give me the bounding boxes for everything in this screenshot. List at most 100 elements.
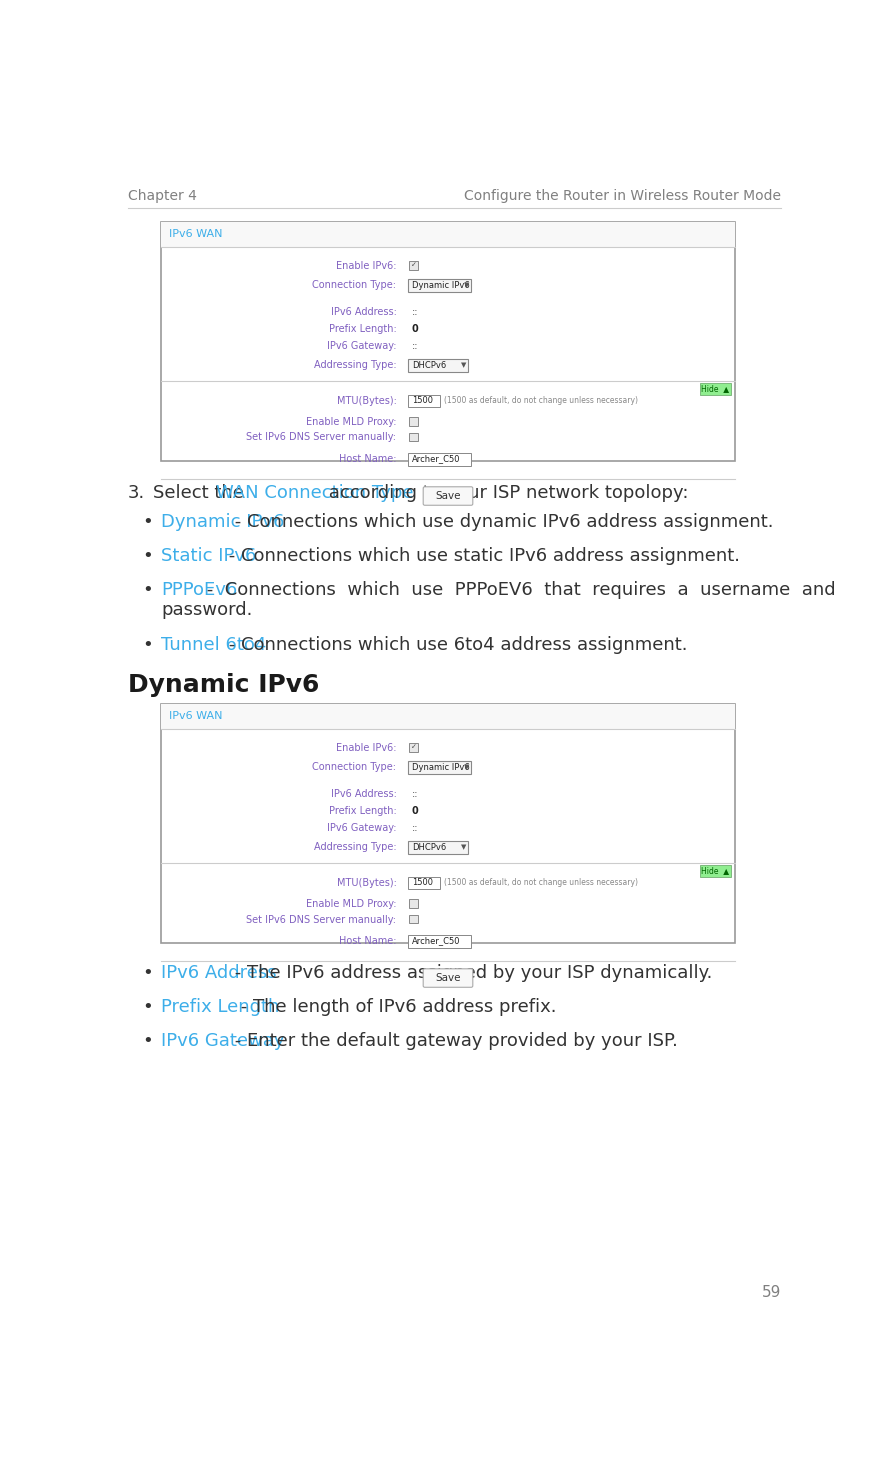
Text: Connection Type:: Connection Type: [312, 281, 396, 289]
Text: Prefix Length:: Prefix Length: [329, 806, 396, 815]
Text: Select the: Select the [153, 483, 250, 502]
Text: ▼: ▼ [463, 282, 469, 288]
Text: 1500: 1500 [411, 877, 432, 888]
Text: 1500: 1500 [411, 396, 432, 405]
Text: Enable MLD Proxy:: Enable MLD Proxy: [306, 899, 396, 910]
Text: - Enter the default gateway provided by your ISP.: - Enter the default gateway provided by … [229, 1032, 677, 1050]
Text: •: • [142, 964, 152, 982]
Bar [408, 761, 470, 774]
Text: password.: password. [161, 601, 253, 619]
Text: IPv6 Address:: IPv6 Address: [330, 307, 396, 318]
Text: IPv6 Address: IPv6 Address [161, 964, 276, 982]
Text: ▼: ▼ [461, 362, 466, 368]
Text: Dynamic IPv6: Dynamic IPv6 [411, 281, 469, 289]
Bar [161, 222, 734, 247]
Bar [409, 899, 417, 908]
Text: - Connections which use dynamic IPv6 address assignment.: - Connections which use dynamic IPv6 add… [229, 513, 773, 530]
Text: -  Connections  which  use  PPPoEV6  that  requires  a  username  and: - Connections which use PPPoEV6 that req… [200, 580, 835, 598]
Bar [408, 453, 470, 465]
Text: DHCPv6: DHCPv6 [411, 360, 446, 369]
Text: ::: :: [411, 307, 418, 318]
Bar [699, 383, 730, 396]
Text: Configure the Router in Wireless Router Mode: Configure the Router in Wireless Router … [463, 189, 781, 204]
Text: Prefix Length: Prefix Length [161, 998, 279, 1016]
Text: IPv6 WAN: IPv6 WAN [169, 712, 222, 721]
Text: - The IPv6 address assigned by your ISP dynamically.: - The IPv6 address assigned by your ISP … [229, 964, 711, 982]
Text: - Connections which use 6to4 address assignment.: - Connections which use 6to4 address ass… [223, 637, 688, 654]
Text: Save: Save [435, 973, 460, 984]
Text: Enable IPv6:: Enable IPv6: [336, 743, 396, 753]
Bar [161, 705, 734, 728]
Text: - Connections which use static IPv6 address assignment.: - Connections which use static IPv6 addr… [223, 546, 740, 564]
Text: Dynamic IPv6: Dynamic IPv6 [161, 513, 284, 530]
Text: 3.: 3. [128, 484, 145, 502]
Text: Enable IPv6:: Enable IPv6: [336, 261, 396, 270]
Text: Enable MLD Proxy:: Enable MLD Proxy: [306, 417, 396, 427]
Text: ▼: ▼ [463, 764, 469, 770]
Text: •: • [142, 546, 152, 564]
Text: (1500 as default, do not change unless necessary): (1500 as default, do not change unless n… [444, 396, 638, 405]
Bar [161, 705, 734, 942]
Text: IPv6 Gateway:: IPv6 Gateway: [327, 341, 396, 352]
Text: Dynamic IPv6: Dynamic IPv6 [411, 762, 469, 771]
Text: ✓: ✓ [410, 263, 416, 269]
Text: DHCPv6: DHCPv6 [411, 843, 446, 852]
Text: Host Name:: Host Name: [338, 936, 396, 947]
Text: Static IPv6: Static IPv6 [161, 546, 256, 564]
Bar [408, 935, 470, 948]
Text: Set IPv6 DNS Server manually:: Set IPv6 DNS Server manually: [246, 433, 396, 443]
Text: PPPoEv6: PPPoEv6 [161, 580, 237, 598]
Text: ✓: ✓ [410, 744, 416, 750]
Text: Set IPv6 DNS Server manually:: Set IPv6 DNS Server manually: [246, 914, 396, 925]
Text: IPv6 Address:: IPv6 Address: [330, 789, 396, 799]
Text: 59: 59 [761, 1285, 781, 1300]
Text: Prefix Length:: Prefix Length: [329, 323, 396, 334]
Text: IPv6 WAN: IPv6 WAN [169, 229, 222, 239]
Text: 0: 0 [411, 806, 418, 815]
Text: MTU(Bytes):: MTU(Bytes): [336, 877, 396, 888]
Bar [409, 743, 417, 752]
Text: ::: :: [411, 341, 418, 352]
Text: Archer_C50: Archer_C50 [411, 936, 460, 945]
Text: IPv6 Gateway:: IPv6 Gateway: [327, 823, 396, 833]
Bar [408, 359, 468, 372]
Text: •: • [142, 513, 152, 530]
Bar [408, 279, 470, 292]
Text: ::: :: [411, 789, 418, 799]
FancyBboxPatch shape [423, 487, 472, 505]
Text: 0: 0 [411, 323, 418, 334]
Text: IPv6 Gateway: IPv6 Gateway [161, 1032, 284, 1050]
Text: Host Name:: Host Name: [338, 453, 396, 464]
Text: Save: Save [435, 490, 460, 501]
Text: •: • [142, 998, 152, 1016]
Text: Hide  ▲: Hide ▲ [701, 384, 728, 393]
Bar [409, 261, 417, 270]
Bar [408, 840, 468, 854]
Text: Tunnel 6to4: Tunnel 6to4 [161, 637, 267, 654]
Bar [408, 396, 440, 406]
FancyBboxPatch shape [423, 969, 472, 987]
Text: Addressing Type:: Addressing Type: [314, 842, 396, 852]
Text: WAN Connection Type: WAN Connection Type [215, 483, 413, 502]
Bar [408, 877, 440, 889]
Text: Chapter 4: Chapter 4 [128, 189, 197, 204]
Text: MTU(Bytes):: MTU(Bytes): [336, 396, 396, 406]
Text: Archer_C50: Archer_C50 [411, 455, 460, 464]
Bar [409, 418, 417, 425]
Text: Dynamic IPv6: Dynamic IPv6 [128, 674, 319, 697]
Text: Hide  ▲: Hide ▲ [701, 867, 728, 876]
Bar [161, 222, 734, 461]
Bar [409, 914, 417, 923]
Text: ::: :: [411, 823, 418, 833]
Bar [409, 433, 417, 442]
Text: ▼: ▼ [461, 845, 466, 851]
Bar [699, 866, 730, 877]
Text: Addressing Type:: Addressing Type: [314, 360, 396, 371]
Text: •: • [142, 637, 152, 654]
Text: (1500 as default, do not change unless necessary): (1500 as default, do not change unless n… [444, 877, 638, 888]
Text: •: • [142, 1032, 152, 1050]
Text: - The length of IPv6 address prefix.: - The length of IPv6 address prefix. [235, 998, 556, 1016]
Text: Connection Type:: Connection Type: [312, 762, 396, 772]
Text: according to your ISP network topolopy:: according to your ISP network topolopy: [323, 483, 688, 502]
Text: •: • [142, 580, 152, 598]
